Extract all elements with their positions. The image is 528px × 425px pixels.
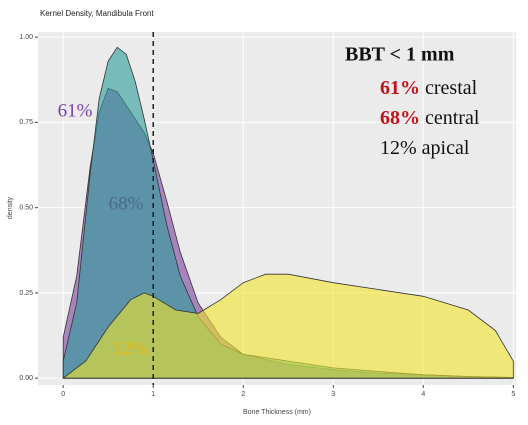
- box-value: 12%: [380, 137, 417, 159]
- x-tick-label: 3: [331, 391, 335, 398]
- curve-label: 12%: [113, 338, 148, 359]
- y-tick-label: 0.50: [19, 204, 33, 211]
- x-tick-label: 1: [151, 391, 155, 398]
- x-tick-label: 5: [511, 391, 515, 398]
- box-line: 61% crestal: [380, 77, 478, 99]
- chart-title: Kernel Density, Mandibula Front: [40, 9, 154, 18]
- x-axis-label: Bone Thickness (mm): [243, 409, 311, 416]
- x-tick-label: 2: [241, 391, 245, 398]
- box-line: 68% central: [380, 107, 480, 129]
- box-line: 12% apical: [380, 137, 470, 159]
- box-value: 61%: [380, 77, 420, 99]
- x-tick-label: 4: [421, 391, 425, 398]
- y-axis-label: density: [7, 196, 14, 219]
- box-text: crestal: [425, 77, 478, 99]
- curve-label: 68%: [109, 193, 144, 214]
- box-text: apical: [422, 137, 470, 159]
- density-area: [62, 273, 514, 380]
- box-value: 68%: [380, 107, 420, 129]
- box-text: central: [425, 107, 480, 129]
- box-heading: BBT < 1 mm: [345, 44, 455, 66]
- x-tick-label: 0: [61, 391, 65, 398]
- y-tick-label: 1.00: [19, 34, 33, 41]
- y-tick-label: 0.25: [19, 290, 33, 297]
- curve-label: 61%: [58, 100, 93, 121]
- y-tick-label: 0.00: [19, 375, 33, 382]
- y-tick-label: 0.75: [19, 119, 33, 126]
